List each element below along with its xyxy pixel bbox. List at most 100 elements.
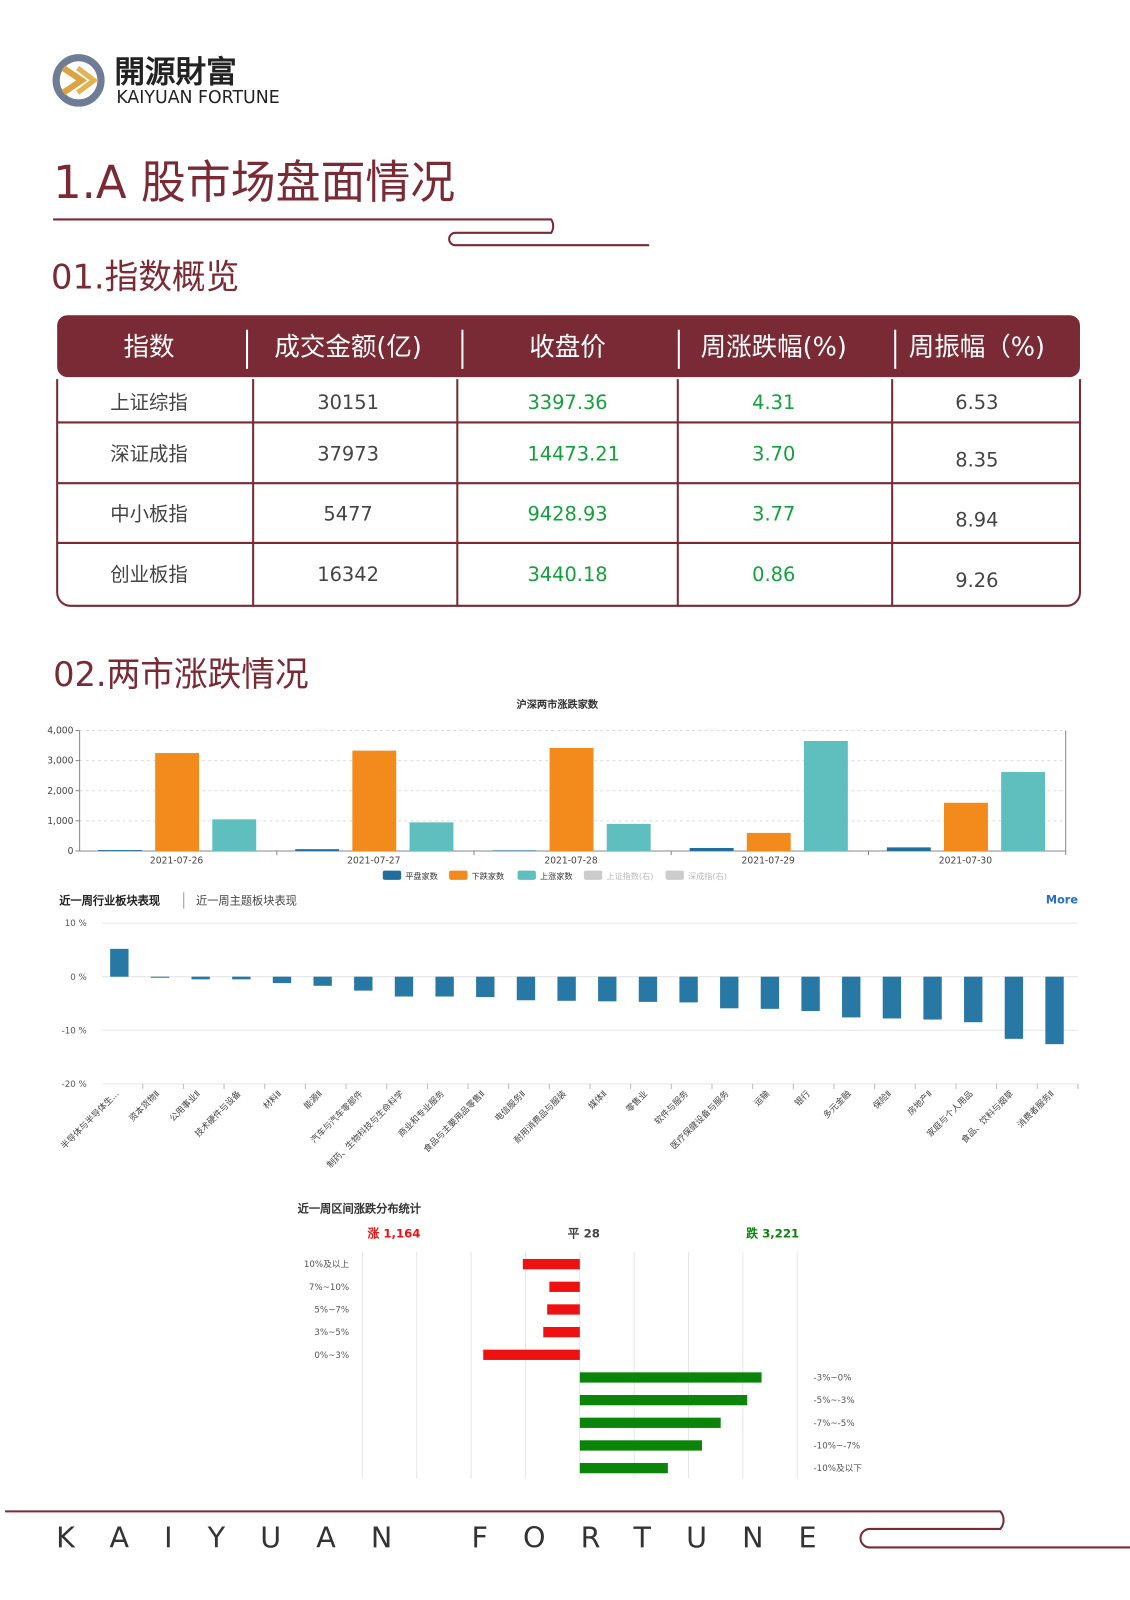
bar xyxy=(516,976,536,1001)
table-cell: 9.26 xyxy=(955,569,998,592)
x-tick-label: 2021-07-26 xyxy=(150,855,203,866)
tab[interactable]: 近一周行业板块表现 xyxy=(59,894,160,908)
table-border xyxy=(56,379,1082,607)
legend-swatch xyxy=(517,870,536,880)
bar xyxy=(97,850,142,851)
bar xyxy=(409,822,454,851)
bar xyxy=(579,1394,748,1406)
bar xyxy=(598,976,617,1002)
table-cell: 9428.93 xyxy=(527,502,607,525)
x-tick-label: 电信服务Ⅱ xyxy=(492,1088,528,1124)
legend-label: 上证指数(右) xyxy=(606,871,653,881)
bar xyxy=(435,976,454,997)
table-cell: 创业板指 xyxy=(110,563,188,586)
x-tick-label: 多元金融 xyxy=(820,1088,853,1121)
logo-en: KAIYUAN FORTUNE xyxy=(116,88,279,108)
bar xyxy=(313,976,332,986)
table-cell: 6.53 xyxy=(955,391,998,414)
legend-label: 上涨家数 xyxy=(540,871,573,881)
x-tick-label: 软件与服务 xyxy=(652,1088,691,1128)
table-cell: 4.31 xyxy=(752,391,795,414)
bar xyxy=(212,819,257,851)
table-cell: 上证综指 xyxy=(110,391,188,414)
bar xyxy=(557,976,576,1001)
bar xyxy=(579,1462,668,1474)
x-tick-label: 银行 xyxy=(792,1088,813,1109)
logo xyxy=(52,54,105,107)
bar xyxy=(803,741,848,851)
summary: 涨 1,164 xyxy=(367,1226,421,1240)
category-label: 7%~10% xyxy=(309,1283,349,1293)
footer-text: KAIYUAN FORTUNE xyxy=(56,1520,816,1554)
logo-arrow xyxy=(76,65,99,95)
x-tick-label: 运输 xyxy=(751,1088,772,1109)
bar xyxy=(549,1281,580,1292)
bar xyxy=(842,976,861,1018)
category-label: 0%~3% xyxy=(314,1351,349,1361)
x-tick-label: 公用事业Ⅱ xyxy=(167,1088,203,1124)
table-header: 周涨跌幅(%) xyxy=(701,332,847,362)
more-link[interactable]: More xyxy=(1046,893,1078,906)
bar xyxy=(191,976,210,980)
bar xyxy=(394,976,414,997)
bar xyxy=(272,976,292,984)
y-tick-label: 4,000 xyxy=(47,726,73,737)
bar xyxy=(549,747,594,851)
x-tick-label: 媒体Ⅱ xyxy=(586,1088,610,1112)
bar xyxy=(543,1326,580,1338)
table-header: 收盘价 xyxy=(529,332,606,362)
logo-arrow xyxy=(61,65,88,96)
footer-line xyxy=(5,1510,1130,1549)
bar xyxy=(1045,976,1064,1045)
legend-swatch xyxy=(583,870,603,880)
subsection-title: 02.两市涨跌情况 xyxy=(53,655,309,694)
bar xyxy=(522,1258,580,1270)
bar xyxy=(720,976,739,1009)
table-cell: 0.86 xyxy=(752,563,795,586)
bar xyxy=(606,823,651,851)
summary: 跌 3,221 xyxy=(746,1226,799,1240)
category-label: -10%及以下 xyxy=(814,1463,863,1474)
y-tick-label: 3,000 xyxy=(47,756,73,767)
bar xyxy=(923,976,942,1020)
category-label: 3%~5% xyxy=(314,1328,349,1338)
bar xyxy=(483,1349,580,1360)
x-tick-label: 零售业 xyxy=(623,1088,650,1115)
y-tick-label: 2,000 xyxy=(47,786,73,797)
table-cell: 3397.36 xyxy=(527,391,607,414)
table-cell: 5477 xyxy=(323,502,372,525)
table-cell: 16342 xyxy=(317,563,379,586)
category-label: -10%~-7% xyxy=(814,1442,861,1452)
legend-label: 深成指(右) xyxy=(688,871,727,881)
x-tick-label: 2021-07-27 xyxy=(347,855,400,866)
x-tick-label: 保险Ⅱ xyxy=(870,1088,894,1112)
y-tick-label: 0 xyxy=(68,846,74,857)
table-header: 成交金额(亿) xyxy=(274,332,421,362)
bar xyxy=(1004,976,1024,1039)
bar xyxy=(689,847,734,851)
bar xyxy=(1001,772,1046,851)
x-tick-label: 2021-07-30 xyxy=(939,855,992,866)
tab[interactable]: 近一周主题板块表现 xyxy=(196,894,297,908)
bar xyxy=(232,976,251,980)
x-tick-label: 能源Ⅱ xyxy=(301,1088,325,1112)
bar xyxy=(579,1417,721,1428)
y-tick-label: 1,000 xyxy=(47,816,73,827)
category-label: -5%~-3% xyxy=(814,1396,855,1406)
bar xyxy=(155,753,200,851)
bar xyxy=(638,976,658,1002)
bar xyxy=(886,847,931,851)
category-label: 5%~7% xyxy=(314,1306,349,1316)
bar xyxy=(492,850,537,851)
legend-swatch xyxy=(665,870,684,880)
bar xyxy=(476,976,495,998)
chart-title: 近一周区间涨跌分布统计 xyxy=(298,1202,422,1216)
subsection-title: 01.指数概览 xyxy=(51,257,239,296)
table-header: 指数 xyxy=(124,332,175,362)
table-cell: 8.94 xyxy=(955,508,998,531)
table-cell: 30151 xyxy=(317,391,379,414)
logo-cn: 開源財富 xyxy=(114,54,236,90)
category-label: -7%~-5% xyxy=(814,1419,855,1429)
chart-title: 沪深两市涨跌家数 xyxy=(517,698,599,711)
